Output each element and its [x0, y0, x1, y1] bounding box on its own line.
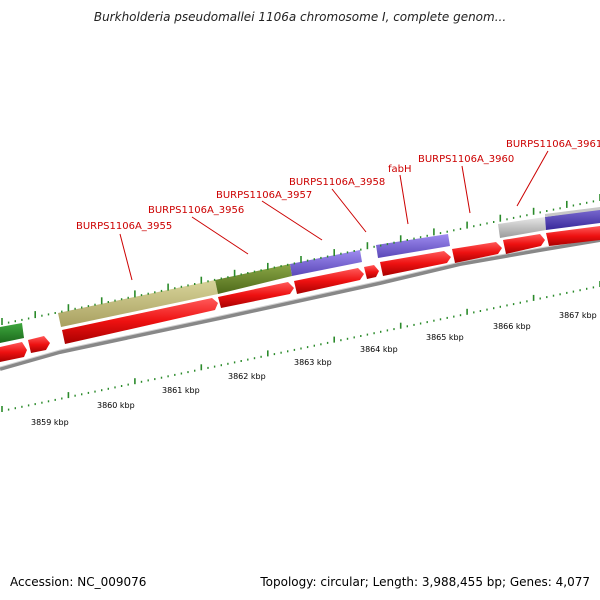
gene-bar-fabh[interactable]	[376, 234, 450, 258]
backbone-line	[0, 238, 600, 371]
cds-arrow[interactable]	[28, 336, 50, 353]
callout-fabh	[399, 174, 409, 225]
cds-arrow[interactable]	[294, 268, 364, 294]
cds-arrow[interactable]	[503, 234, 545, 254]
callout-3956	[191, 216, 249, 255]
callout-3957	[261, 200, 323, 241]
gene-label-3955[interactable]: BURPS1106A_3955	[76, 221, 172, 232]
gene-bar-3956[interactable]	[215, 264, 292, 294]
gene-labels: BURPS1106A_3955 BURPS1106A_3956 BURPS110…	[76, 139, 600, 232]
scale-labels: 3859 kbp 3860 kbp 3861 kbp 3862 kbp 3863…	[31, 311, 597, 427]
tick-row-lower	[1, 281, 600, 412]
callout-3960	[461, 165, 471, 214]
backbone-line-highlight	[0, 237, 600, 368]
cds-arrow[interactable]	[452, 242, 502, 263]
tick-row-upper	[1, 194, 600, 325]
gene-bar-3957[interactable]	[290, 250, 362, 276]
gene-bar-3961-grey[interactable]	[498, 217, 546, 238]
accession-text: Accession: NC_009076	[10, 575, 147, 589]
cds-arrow[interactable]	[0, 342, 27, 362]
scale-label-3866: 3866 kbp	[493, 322, 531, 331]
gene-bar-grey-top	[545, 207, 600, 217]
cds-arrow[interactable]	[364, 265, 379, 279]
gene-label-3958[interactable]: BURPS1106A_3958	[289, 177, 385, 188]
gene-label-3956[interactable]: BURPS1106A_3956	[148, 205, 244, 216]
gene-label-3957[interactable]: BURPS1106A_3957	[216, 190, 312, 201]
callout-3955	[119, 233, 133, 281]
cds-arrow[interactable]	[546, 226, 600, 246]
scale-label-3861: 3861 kbp	[162, 386, 200, 395]
gene-bar-green[interactable]	[0, 323, 24, 343]
scale-label-3859: 3859 kbp	[31, 418, 69, 427]
gene-bar-3955[interactable]	[58, 280, 218, 327]
scale-label-3867: 3867 kbp	[559, 311, 597, 320]
scale-label-3864: 3864 kbp	[360, 345, 398, 354]
callout-lines	[119, 150, 549, 281]
feature-track	[0, 207, 600, 343]
gene-bar-3961[interactable]	[545, 209, 600, 230]
cds-arrow[interactable]	[218, 282, 294, 308]
scale-label-3863: 3863 kbp	[294, 358, 332, 367]
cds-track	[0, 226, 600, 362]
gene-label-3960[interactable]: BURPS1106A_3960	[418, 154, 514, 165]
cds-arrow[interactable]	[380, 251, 451, 276]
scale-label-3865: 3865 kbp	[426, 333, 464, 342]
map-title: Burkholderia pseudomallei 1106a chromoso…	[93, 10, 507, 24]
gene-label-fabh[interactable]: fabH	[388, 164, 412, 175]
scale-label-3862: 3862 kbp	[228, 372, 266, 381]
scale-label-3860: 3860 kbp	[97, 401, 135, 410]
gene-label-3961[interactable]: BURPS1106A_3961	[506, 139, 600, 150]
cds-arrow[interactable]	[62, 298, 218, 344]
callout-3961	[516, 150, 549, 207]
callout-3958	[331, 188, 367, 233]
genome-summary-text: Topology: circular; Length: 3,988,455 bp…	[260, 575, 590, 589]
